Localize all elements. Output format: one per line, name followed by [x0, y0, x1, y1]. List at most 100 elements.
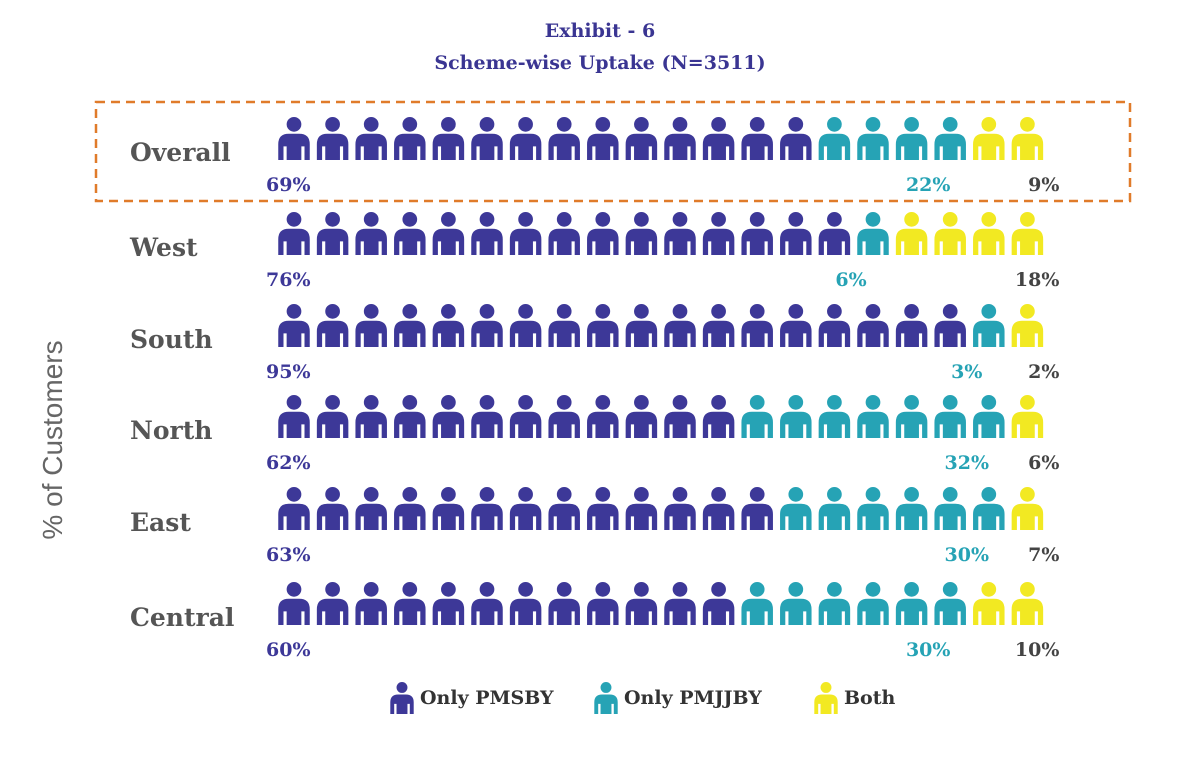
person-icon-both	[1011, 117, 1044, 161]
person-icon-only-pmsby	[702, 395, 735, 439]
data-label: 3%	[951, 361, 982, 383]
person-icon-only-pmjjby	[895, 395, 928, 439]
person-icon-only-pmsby	[432, 582, 465, 626]
data-label: 7%	[1028, 544, 1059, 566]
person-icon-only-pmsby	[394, 582, 426, 626]
person-icon-only-pmjjby	[973, 395, 1005, 439]
person-icon-only-pmjjby	[857, 487, 889, 531]
chart-row-central: Central 60% 30% 10%	[130, 582, 1059, 661]
person-icon-only-pmsby	[394, 487, 426, 531]
legend-label: Both	[844, 687, 896, 709]
chart-title: Exhibit - 6	[545, 20, 655, 42]
row-label: North	[130, 416, 212, 445]
person-icon-only-pmsby	[587, 304, 619, 348]
person-icon-only-pmsby	[509, 304, 542, 348]
person-icon-only-pmsby	[741, 212, 773, 256]
person-icon-only-pmjjby	[780, 582, 812, 626]
legend-item: Only PMSBY	[390, 682, 554, 714]
person-icon-only-pmsby	[394, 117, 426, 161]
person-icon-only-pmsby	[471, 304, 503, 348]
person-icon-only-pmsby	[587, 395, 619, 439]
person-icon-only-pmsby	[471, 582, 503, 626]
legend-item: Only PMJJBY	[594, 682, 762, 714]
data-label: 95%	[266, 361, 311, 383]
person-icon-only-pmsby	[818, 304, 851, 348]
person-icon-only-pmsby	[587, 487, 619, 531]
person-icon-only-pmsby	[548, 582, 580, 626]
person-icon-only-pmsby	[587, 117, 619, 161]
person-icon-only-pmsby	[394, 304, 426, 348]
person-icon-only-pmsby	[741, 487, 773, 531]
data-label: 6%	[835, 269, 866, 291]
person-icon-only-pmsby	[625, 487, 658, 531]
person-icon-only-pmsby	[548, 304, 580, 348]
data-label: 6%	[1028, 452, 1059, 474]
person-icon-only-pmsby	[471, 117, 503, 161]
person-icon-only-pmsby	[702, 304, 735, 348]
person-icon-only-pmsby	[355, 117, 387, 161]
person-icon-only-pmsby	[355, 212, 387, 256]
person-icon-only-pmsby	[432, 212, 465, 256]
person-icon-only-pmsby	[509, 395, 542, 439]
legend: Only PMSBY Only PMJJBY Both	[390, 682, 896, 714]
data-label: 69%	[266, 174, 311, 196]
person-icon-both	[973, 212, 1005, 256]
person-icon-only-pmjjby	[934, 582, 966, 626]
person-icon-only-pmjjby	[780, 395, 812, 439]
chart-row-east: East 63% 30% 7%	[130, 487, 1059, 566]
person-icon-only-pmsby	[471, 212, 503, 256]
person-icon-only-pmsby	[509, 212, 542, 256]
chart-row-south: South 95% 3% 2%	[130, 304, 1059, 383]
person-icon-only-pmsby	[316, 487, 349, 531]
person-icon-both	[973, 117, 1005, 161]
row-label: West	[129, 233, 198, 262]
data-label: 10%	[1015, 639, 1060, 661]
person-icon-only-pmsby	[818, 212, 851, 256]
person-icon-both	[1011, 212, 1044, 256]
person-icon-only-pmsby	[587, 212, 619, 256]
legend-person-icon	[594, 682, 618, 714]
person-icon-only-pmsby	[780, 117, 812, 161]
person-icon-only-pmjjby	[818, 487, 851, 531]
person-icon-only-pmjjby	[741, 395, 773, 439]
person-icon-only-pmsby	[548, 212, 580, 256]
row-label: East	[130, 508, 191, 537]
person-icon-only-pmjjby	[857, 395, 889, 439]
person-icon-only-pmsby	[316, 212, 349, 256]
person-icon-only-pmjjby	[973, 304, 1005, 348]
person-icon-only-pmjjby	[934, 487, 966, 531]
row-label: Central	[130, 603, 234, 632]
person-icon-only-pmjjby	[857, 117, 889, 161]
person-icon-only-pmsby	[316, 582, 349, 626]
legend-label: Only PMSBY	[420, 687, 554, 709]
person-icon-only-pmsby	[702, 117, 735, 161]
chart-row-north: North 62% 32% 6%	[130, 395, 1059, 474]
person-icon-only-pmsby	[278, 487, 310, 531]
data-label: 62%	[266, 452, 311, 474]
highlight-box	[94, 100, 1132, 203]
person-icon-only-pmsby	[509, 117, 542, 161]
person-icon-only-pmsby	[278, 304, 310, 348]
person-icon-only-pmsby	[432, 395, 465, 439]
data-label: 60%	[266, 639, 311, 661]
data-label: 2%	[1028, 361, 1059, 383]
person-icon-only-pmjjby	[895, 117, 928, 161]
person-icon-only-pmsby	[471, 487, 503, 531]
person-icon-only-pmsby	[702, 212, 735, 256]
person-icon-only-pmsby	[741, 304, 773, 348]
person-icon-only-pmsby	[432, 304, 465, 348]
person-icon-only-pmjjby	[818, 395, 851, 439]
person-icon-only-pmsby	[355, 395, 387, 439]
legend-person-icon	[390, 682, 414, 714]
person-icon-only-pmsby	[394, 212, 426, 256]
person-icon-only-pmsby	[432, 487, 465, 531]
person-icon-only-pmsby	[934, 304, 966, 348]
person-icon-only-pmsby	[548, 395, 580, 439]
person-icon-only-pmsby	[278, 582, 310, 626]
person-icon-only-pmjjby	[934, 395, 966, 439]
person-icon-both	[1011, 582, 1044, 626]
person-icon-both	[1011, 304, 1044, 348]
chart-subtitle: Scheme-wise Uptake (N=3511)	[434, 52, 765, 74]
row-label: Overall	[130, 138, 231, 167]
